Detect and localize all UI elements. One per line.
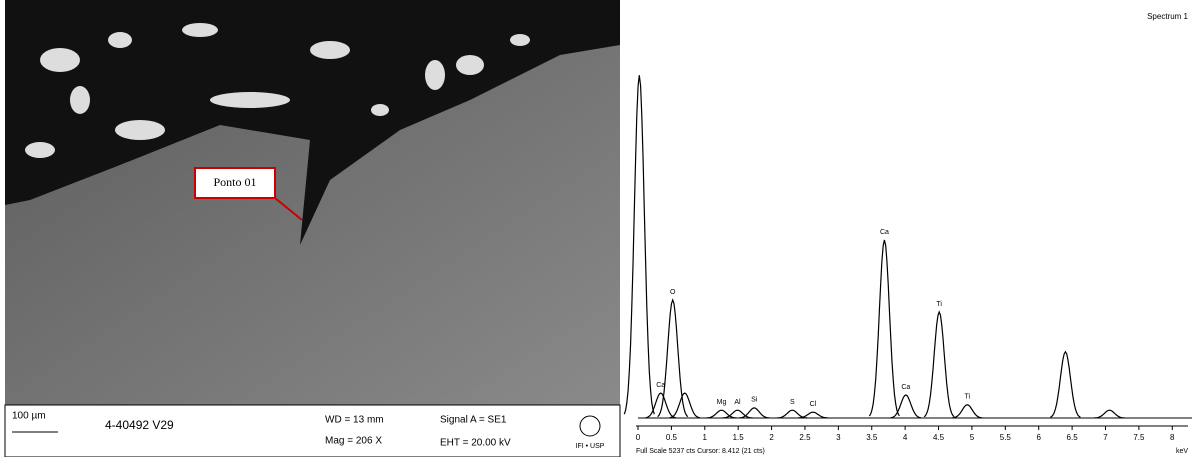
spectrum-title: Spectrum 1: [1147, 12, 1188, 21]
point-arrow: [274, 197, 303, 221]
peak: [1050, 350, 1081, 418]
peak: [739, 407, 770, 419]
point-label: Ponto 01: [213, 175, 256, 189]
peak-label: Ti: [936, 301, 942, 308]
peak: [645, 392, 676, 419]
peak-label: Ti: [964, 394, 970, 401]
logo: IFI • USP: [576, 443, 605, 450]
peak: [923, 310, 955, 418]
x-tick-label: 2.5: [799, 433, 811, 442]
x-tick-label: 1: [703, 433, 708, 442]
x-tick-label: 0.5: [666, 433, 678, 442]
point-box: [194, 167, 276, 199]
peak-label: Ca: [656, 382, 665, 389]
peak: [657, 298, 689, 418]
peak-label: Cl: [810, 401, 817, 408]
sample-id: 4-40492 V29: [105, 418, 174, 432]
x-tick-label: 7.5: [1133, 433, 1145, 442]
x-tick-label: 3: [836, 433, 841, 442]
peak: [798, 411, 828, 419]
x-tick-label: 6: [1036, 433, 1041, 442]
sem-texture: [25, 23, 530, 158]
x-tick-label: 8: [1170, 433, 1175, 442]
x-tick-label: 5.5: [1000, 433, 1012, 442]
x-tick-label: 2: [769, 433, 774, 442]
peak-label: O: [670, 289, 676, 296]
peak: [623, 75, 655, 415]
sem-info-bar: [4, 404, 621, 458]
spectrum-panel: Spectrum 1 Full Scale 5237 cts Cursor: 8…: [623, 0, 1192, 457]
peak: [952, 404, 983, 419]
x-tick-label: 1.5: [733, 433, 745, 442]
mag: Mag = 206 X: [325, 436, 382, 447]
peak-label: Mg: [717, 399, 727, 406]
eht: EHT = 20.00 kV: [440, 438, 511, 449]
logo-icon: [579, 415, 601, 437]
wd: WD = 13 mm: [325, 415, 384, 426]
scale-label: 100 µm: [12, 411, 46, 422]
peak-label: Ca: [901, 384, 910, 391]
peak-label: Ca: [880, 229, 889, 236]
peak: [890, 394, 921, 419]
x-tick-label: 0: [636, 433, 641, 442]
sem-panel: Ponto 01 100 µm 4-40492 V29 WD = 13 mm M…: [4, 0, 621, 458]
spectrum-bg: [630, 0, 1192, 457]
x-tick-label: 4: [903, 433, 908, 442]
x-tick-label: 3.5: [866, 433, 878, 442]
peak: [706, 409, 737, 419]
peak: [1094, 409, 1125, 419]
x-tick-label: 7: [1103, 433, 1108, 442]
x-tick-label: 5: [970, 433, 975, 442]
peak-label: Al: [734, 399, 741, 406]
peak: [868, 239, 900, 417]
x-unit: keV: [1176, 448, 1188, 455]
peak: [722, 409, 753, 419]
peak: [669, 392, 700, 419]
x-tick-label: 6.5: [1067, 433, 1079, 442]
peak-label: S: [790, 399, 795, 406]
peak-label: Si: [751, 397, 758, 404]
spectrum-footer: Full Scale 5237 cts Cursor: 8.412 (21 ct…: [636, 448, 765, 455]
signal: Signal A = SE1: [440, 415, 507, 426]
x-tick-label: 4.5: [933, 433, 945, 442]
